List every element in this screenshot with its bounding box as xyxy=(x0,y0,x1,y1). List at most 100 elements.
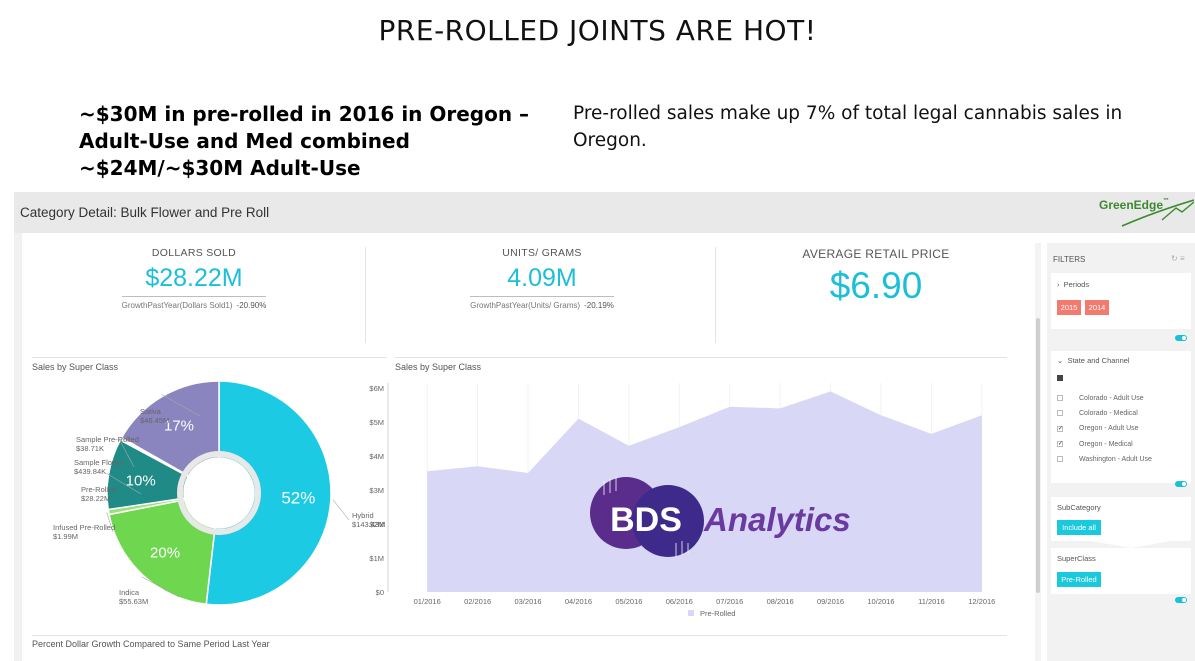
area-x-tick-label: 05/2016 xyxy=(615,597,642,606)
bottom-chart-title: Percent Dollar Growth Compared to Same P… xyxy=(32,639,270,649)
state-option-label: Colorado - Medical xyxy=(1079,410,1138,418)
donut-slice-value: $38.71K xyxy=(76,444,104,453)
period-chip-2015[interactable]: 2015 xyxy=(1057,300,1081,315)
left-summary: ~$30M in pre-rolled in 2016 in Oregon – … xyxy=(79,101,549,182)
state-option-oregon-medical[interactable]: ✓ Oregon - Medical xyxy=(1057,441,1133,448)
right-summary: Pre-rolled sales make up 7% of total leg… xyxy=(573,103,1123,151)
legend-swatch-pre-rolled xyxy=(688,610,694,616)
donut-hole-ring xyxy=(177,451,261,535)
reset-icon[interactable]: ↻ xyxy=(1171,254,1178,263)
donut-leader-line xyxy=(161,394,201,417)
periods-label: Periods xyxy=(1063,280,1090,289)
area-y-tick-label: $2M xyxy=(369,520,384,529)
donut-leader-line xyxy=(106,473,142,495)
checkbox-checked-icon[interactable]: ✓ xyxy=(1057,440,1064,447)
donut-slice-indica[interactable] xyxy=(108,498,216,606)
section-divider xyxy=(32,357,387,358)
menu-icon[interactable]: ≡ xyxy=(1179,254,1185,263)
state-channel-toggle[interactable] xyxy=(1175,481,1187,487)
donut-slice-hybrid[interactable] xyxy=(205,380,332,606)
card-pointer xyxy=(1091,541,1171,548)
state-option-label: Oregon - Medical xyxy=(1079,440,1133,448)
chevron-right-icon: › xyxy=(1057,280,1060,289)
filter-actions: ↻ ≡ xyxy=(1171,254,1185,263)
subcategory-filter-card: SubCategory Include all xyxy=(1051,497,1191,541)
kpi-label: UNITS/ GRAMS xyxy=(502,247,582,259)
kpi-growth: GrowthPastYear(Units/ Grams) -20.19% xyxy=(470,296,614,310)
donut-slice-value: $1.99M xyxy=(53,532,78,541)
period-chip-2014[interactable]: 2014 xyxy=(1085,300,1109,315)
logo-word: GreenEdge xyxy=(1099,198,1164,212)
donut-slice-name: Indica xyxy=(119,588,140,597)
left-summary-line: ~$30M in pre-rolled in 2016 in Oregon – xyxy=(79,102,530,126)
state-option-washington-adult-use[interactable]: Washington - Adult Use xyxy=(1057,456,1152,463)
donut-slice-value: $46.45M xyxy=(140,416,169,425)
kpi-growth: GrowthPastYear(Dollars Sold1) -20.90% xyxy=(121,296,267,310)
checkbox-unchecked-icon[interactable] xyxy=(1057,410,1063,417)
area-x-tick-label: 01/2016 xyxy=(414,597,441,606)
donut-slice-name: Infused Pre-Rolled xyxy=(53,523,115,532)
select-all-checkbox[interactable] xyxy=(1057,375,1079,382)
subcategory-label: SubCategory xyxy=(1057,503,1101,512)
kpi-label: AVERAGE RETAIL PRICE xyxy=(802,247,950,261)
kpi-dollars-sold: DOLLARS SOLD $28.22M GrowthPastYear(Doll… xyxy=(119,247,269,347)
logo-tm: ™ xyxy=(1163,198,1170,204)
donut-slice-value: $55.63M xyxy=(119,597,148,606)
state-channel-filter-header[interactable]: ⌄ State and Channel xyxy=(1057,356,1130,365)
area-x-tick-label: 10/2016 xyxy=(867,597,894,606)
donut-slice-sativa[interactable] xyxy=(120,380,220,477)
periods-filter-header[interactable]: › Periods xyxy=(1057,280,1089,289)
superclass-label: SuperClass xyxy=(1057,554,1096,563)
state-option-oregon-adult-use[interactable]: ✓ Oregon - Adult Use xyxy=(1057,425,1139,432)
state-channel-filter-card: ⌄ State and Channel Colorado - Adult Use… xyxy=(1051,351,1191,483)
donut-slice-name: Sample Pre-Rolled xyxy=(76,435,139,444)
scrollbar-thumb[interactable] xyxy=(1036,318,1040,593)
kpi-growth-label: GrowthPastYear(Units/ Grams) xyxy=(470,301,581,310)
donut-leader-line xyxy=(141,576,180,598)
area-x-tick-label: 04/2016 xyxy=(565,597,592,606)
dashboard-title: Category Detail: Bulk Flower and Pre Rol… xyxy=(20,205,270,220)
chevron-down-icon: ⌄ xyxy=(1057,356,1064,365)
filters-title: FILTERS xyxy=(1053,255,1086,264)
area-x-tick-label: 12/2016 xyxy=(968,597,995,606)
state-option-label: Washington - Adult Use xyxy=(1079,455,1152,463)
area-x-tick-label: 02/2016 xyxy=(464,597,491,606)
donut-chart: 52% Hybrid$143.43M 20% Indica$55.63M Infused… xyxy=(53,380,385,606)
donut-slice-name: Sativa xyxy=(140,407,162,416)
state-option-label: Oregon - Adult Use xyxy=(1079,425,1139,433)
watermark-circle-right xyxy=(632,485,704,557)
area-y-tick-label: $0 xyxy=(376,588,384,597)
checkbox-unchecked-icon[interactable] xyxy=(1057,395,1063,402)
area-y-tick-label: $3M xyxy=(369,486,384,495)
superclass-toggle[interactable] xyxy=(1175,597,1187,603)
donut-pct-label: 52% xyxy=(281,489,315,508)
select-all-check-icon[interactable] xyxy=(1057,375,1063,382)
periods-filter-card: › Periods 2015 2014 xyxy=(1051,273,1191,329)
superclass-chip-pre-rolled[interactable]: Pre-Rolled xyxy=(1057,572,1101,587)
kpi-divider xyxy=(365,247,366,343)
subcategory-chip-include-all[interactable]: Include all xyxy=(1057,520,1101,535)
donut-slice-value: $28.22M xyxy=(81,494,110,503)
checkbox-unchecked-icon[interactable] xyxy=(1057,455,1063,462)
filters-panel: FILTERS ↻ ≡ › Periods 2015 2014 ⌄ State … xyxy=(1047,243,1195,661)
left-summary-line: Adult-Use and Med combined xyxy=(79,129,410,153)
left-summary-line: ~$24M/~$30M Adult-Use xyxy=(79,156,361,180)
area-x-tick-label: 07/2016 xyxy=(716,597,743,606)
area-y-tick-label: $4M xyxy=(369,452,384,461)
area-series-pre-rolled xyxy=(427,391,982,592)
bds-analytics-watermark: BDS Analytics xyxy=(590,477,851,557)
legend-label-pre-rolled: Pre-Rolled xyxy=(700,609,735,618)
periods-toggle[interactable] xyxy=(1175,335,1187,341)
state-option-label: Colorado - Adult Use xyxy=(1079,395,1144,402)
state-option-colorado-adult-use[interactable]: Colorado - Adult Use xyxy=(1057,395,1144,402)
superclass-filter-card: SuperClass Pre-Rolled xyxy=(1051,548,1191,594)
donut-pct-label: 20% xyxy=(150,544,180,561)
area-y-tick-label: $1M xyxy=(369,554,384,563)
state-option-colorado-medical[interactable]: Colorado - Medical xyxy=(1057,410,1138,417)
donut-chart-title: Sales by Super Class xyxy=(32,362,119,372)
area-x-tick-label: 08/2016 xyxy=(767,597,794,606)
donut-slice-name: Hybrid xyxy=(352,511,374,520)
donut-slice-name: Pre-Rolled xyxy=(81,485,116,494)
checkbox-checked-icon[interactable]: ✓ xyxy=(1057,425,1064,432)
kpi-average-retail-price: AVERAGE RETAIL PRICE $6.90 xyxy=(796,247,956,347)
